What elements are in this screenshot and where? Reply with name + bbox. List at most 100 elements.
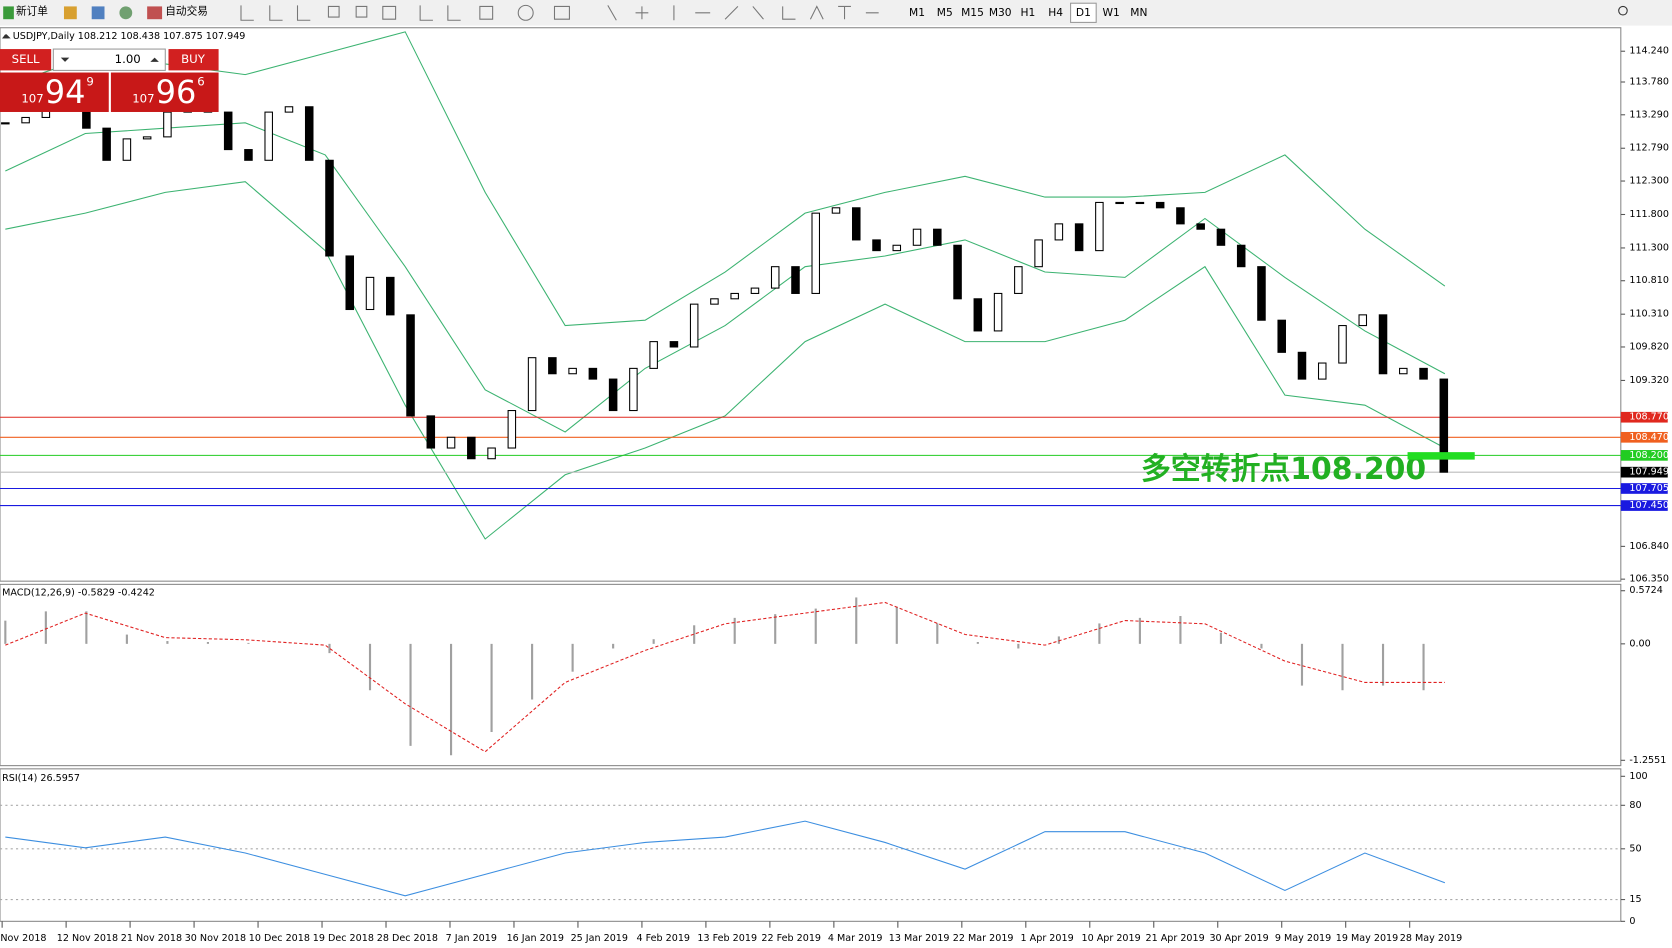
candle xyxy=(1399,367,1408,375)
level-label: 108.470 xyxy=(1629,432,1669,443)
level-tag xyxy=(1620,411,1668,423)
bid-main: 94 xyxy=(45,73,86,111)
timeframe[interactable]: M1 xyxy=(909,6,925,19)
y-tick-label: 111.300 xyxy=(1629,242,1669,253)
candle xyxy=(973,298,983,332)
x-tick-label: 19 May 2019 xyxy=(1336,933,1398,944)
x-tick-label: 9 May 2019 xyxy=(1275,933,1331,944)
ask-box[interactable] xyxy=(110,72,219,112)
candle xyxy=(1196,223,1205,230)
turn-point-marker xyxy=(1407,452,1475,460)
candle xyxy=(102,127,111,161)
icon xyxy=(63,6,77,20)
y-tick-label: -1.2551 xyxy=(1629,755,1666,766)
bid-box[interactable] xyxy=(0,72,109,112)
lots-down[interactable] xyxy=(60,57,70,62)
timeframe[interactable]: D1 xyxy=(1076,6,1091,19)
line xyxy=(5,122,1446,433)
x-tick-label: 13 Mar 2019 xyxy=(889,933,950,944)
macd-panel xyxy=(0,583,1622,767)
candle xyxy=(406,314,415,417)
x-tick-label: 21 Nov 2018 xyxy=(121,933,182,944)
timeframe[interactable]: M5 xyxy=(937,6,953,19)
trade-panel: SELL 1.00 BUY 107 94 9 107 96 6 xyxy=(0,34,219,112)
level-label: 107.705 xyxy=(1629,483,1669,494)
y-tick-label: 0 xyxy=(1629,916,1635,927)
candle xyxy=(1095,201,1104,252)
level-tag xyxy=(1620,431,1668,443)
main-panel xyxy=(0,27,1622,582)
y-tick-label: 112.790 xyxy=(1629,143,1669,154)
level-tag xyxy=(1620,450,1668,461)
candle xyxy=(770,266,780,289)
candle xyxy=(345,255,355,311)
y-tick-label: 15 xyxy=(1629,894,1641,905)
lots-value[interactable]: 1.00 xyxy=(115,52,141,66)
candle xyxy=(1014,266,1023,294)
icon xyxy=(3,6,14,20)
x-tick-label: 19 Dec 2018 xyxy=(313,933,374,944)
x-tick-label: 10 Apr 2019 xyxy=(1081,933,1140,944)
candle xyxy=(548,357,557,375)
sell-label[interactable]: SELL xyxy=(12,52,40,66)
candle xyxy=(588,367,598,380)
candle xyxy=(953,244,962,300)
x-tick-label: Nov 2018 xyxy=(0,933,46,944)
candle xyxy=(791,266,800,294)
x-tick-label: 16 Jan 2019 xyxy=(507,933,564,944)
level-tag xyxy=(1620,500,1668,511)
candle xyxy=(1378,314,1388,375)
toolbar: 新订单 自动交易 M1 M5 M15 M30 H1 H4 D1 W1 MN xyxy=(0,0,1672,26)
candle xyxy=(1216,228,1226,246)
buy-label[interactable]: BUY xyxy=(181,52,206,66)
x-tick-label: 10 Dec 2018 xyxy=(249,933,310,944)
current-price-tag xyxy=(1620,466,1668,478)
collapse-icon[interactable] xyxy=(2,34,11,39)
lots-input[interactable] xyxy=(52,48,166,71)
candle xyxy=(1155,201,1165,209)
candle xyxy=(21,116,30,124)
line xyxy=(5,820,1446,897)
candle xyxy=(872,239,881,252)
timeframe[interactable]: H1 xyxy=(1021,6,1036,19)
x-tick-label: 12 Nov 2018 xyxy=(57,933,118,944)
active-timeframe xyxy=(1070,2,1097,23)
tool-icons xyxy=(240,4,879,21)
x-tick-label: 28 May 2019 xyxy=(1400,933,1462,944)
lots-up[interactable] xyxy=(150,57,159,62)
candle xyxy=(811,212,821,294)
y-tick-label: 111.800 xyxy=(1629,209,1669,220)
y-tick-label: 100 xyxy=(1629,771,1647,782)
line xyxy=(5,181,1446,540)
current-price-label: 107.949 xyxy=(1629,467,1669,478)
bid-pip: 9 xyxy=(86,75,93,89)
candle xyxy=(467,436,476,460)
level-label: 108.200 xyxy=(1629,450,1669,461)
sell-button[interactable] xyxy=(0,49,52,71)
icon xyxy=(119,6,133,20)
candle xyxy=(1419,367,1428,380)
x-tick-label: 7 Jan 2019 xyxy=(446,933,497,944)
timeframe[interactable]: M15 xyxy=(961,6,984,19)
annotation: 多空转折点108.200 xyxy=(1141,452,1426,487)
timeframe[interactable]: MN xyxy=(1130,6,1147,19)
x-tick-label: 4 Mar 2019 xyxy=(828,933,883,944)
timeframe[interactable]: H4 xyxy=(1048,6,1063,19)
candle xyxy=(912,228,922,246)
new-order[interactable]: 新订单 xyxy=(16,5,48,18)
auto-trading[interactable]: 自动交易 xyxy=(165,5,208,18)
icon xyxy=(147,6,163,20)
candle xyxy=(649,341,658,369)
timeframe[interactable]: W1 xyxy=(1102,6,1119,19)
y-tick-label: 112.300 xyxy=(1629,176,1669,187)
timeframe[interactable]: M30 xyxy=(989,6,1012,19)
search-icon[interactable] xyxy=(1618,5,1628,16)
x-tick-label: 22 Feb 2019 xyxy=(761,933,821,944)
x-tick-label: 21 Apr 2019 xyxy=(1145,933,1204,944)
buy-button[interactable] xyxy=(168,49,219,71)
rsi-panel xyxy=(0,768,1622,922)
candle xyxy=(1236,244,1246,268)
candle xyxy=(1034,239,1043,268)
candle xyxy=(1176,207,1185,225)
